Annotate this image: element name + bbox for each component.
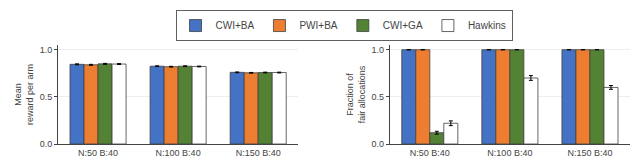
svg-text:CWI+BA: CWI+BA (216, 20, 255, 31)
svg-text:Fraction offair allocations: Fraction offair allocations (345, 65, 367, 123)
svg-text:N:100 B:40: N:100 B:40 (156, 148, 201, 158)
svg-text:1.0: 1.0 (40, 45, 53, 55)
svg-text:N:50 B:40: N:50 B:40 (78, 148, 118, 158)
svg-text:N:150 B:40: N:150 B:40 (567, 148, 612, 158)
svg-text:0.5: 0.5 (40, 92, 53, 102)
svg-text:Meanreward per arm: Meanreward per arm (13, 64, 35, 125)
svg-text:N:100 B:40: N:100 B:40 (487, 148, 532, 158)
svg-text:1.0: 1.0 (371, 45, 384, 55)
svg-text:CWI+GA: CWI+GA (383, 20, 423, 31)
svg-text:N:150 B:40: N:150 B:40 (236, 148, 281, 158)
svg-text:0.5: 0.5 (371, 92, 384, 102)
svg-text:0.0: 0.0 (40, 139, 53, 149)
svg-text:PWI+BA: PWI+BA (299, 20, 337, 31)
svg-text:0.0: 0.0 (371, 139, 384, 149)
svg-text:N:50 B:40: N:50 B:40 (410, 148, 450, 158)
svg-text:Hawkins: Hawkins (468, 20, 506, 31)
